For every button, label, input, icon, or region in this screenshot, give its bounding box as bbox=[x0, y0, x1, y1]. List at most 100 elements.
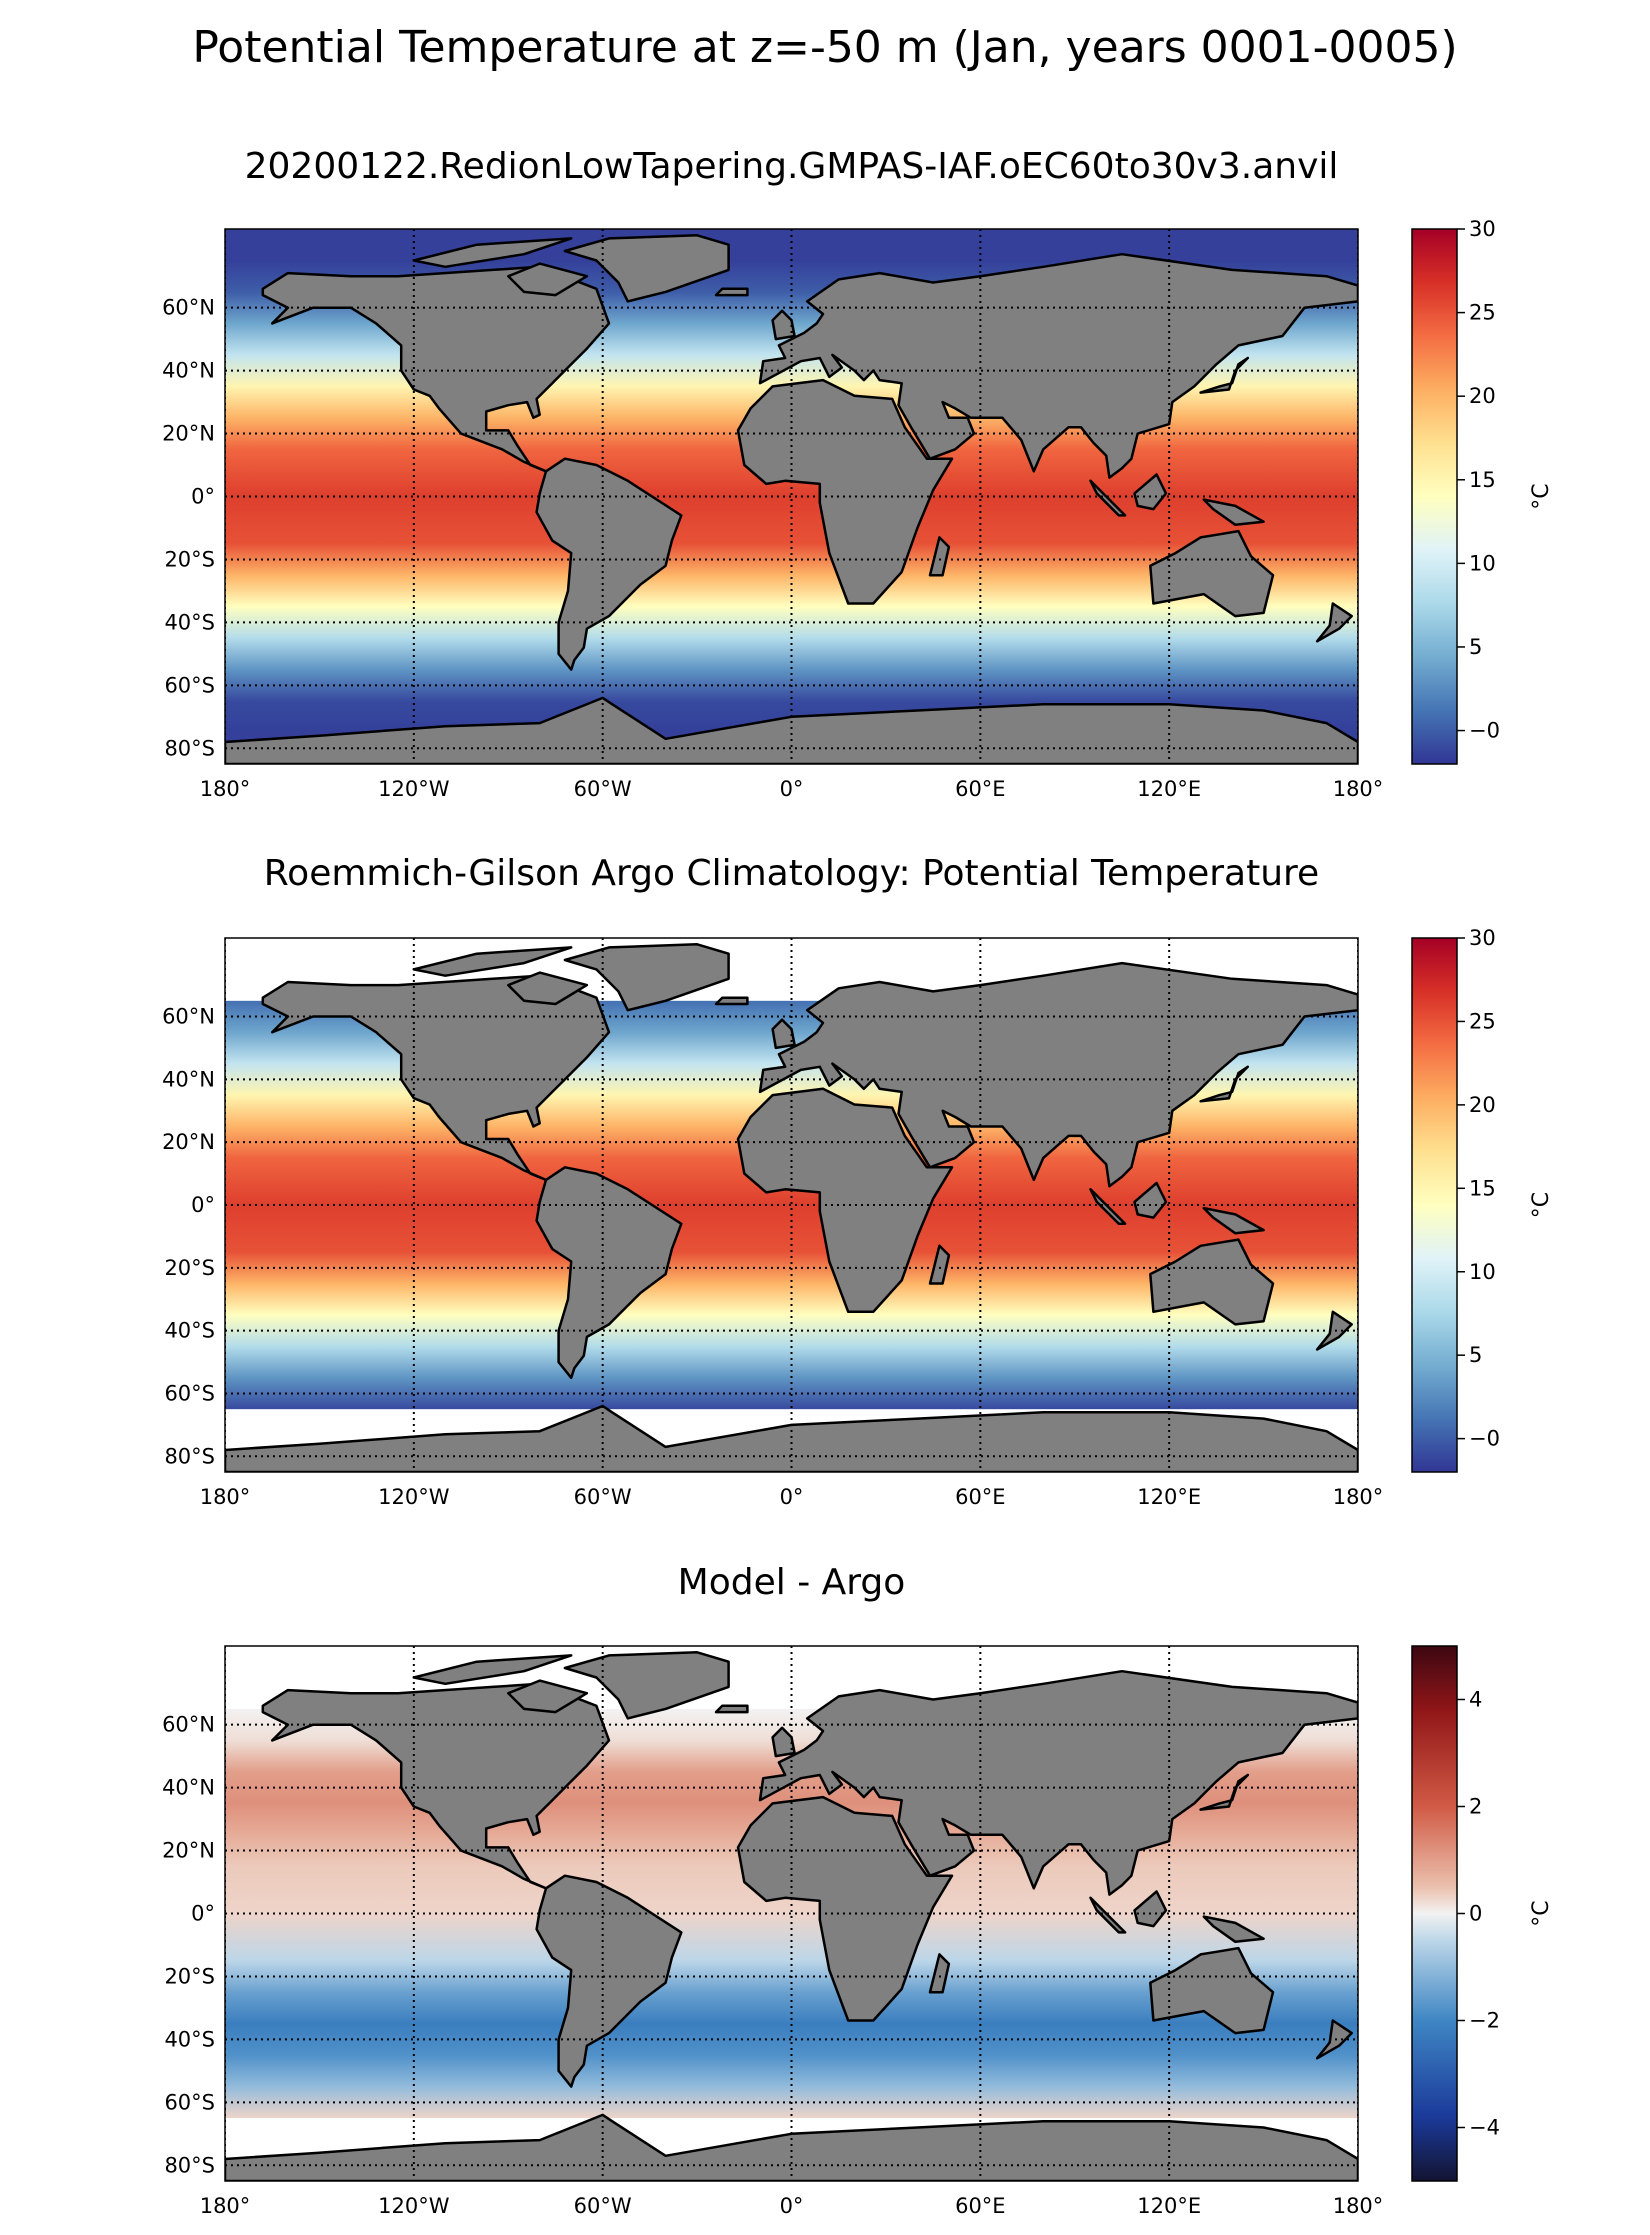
y-tick-label: 20°S bbox=[164, 547, 215, 571]
land-iceland bbox=[714, 287, 749, 297]
x-tick-label: 60°W bbox=[574, 2194, 632, 2218]
x-tick-label: 180° bbox=[200, 2194, 251, 2218]
colorbar-gradient bbox=[1411, 937, 1458, 1473]
land-australia bbox=[1149, 1946, 1275, 2035]
land-iceland bbox=[714, 1704, 749, 1714]
x-tick-label: 120°W bbox=[378, 2194, 450, 2218]
panel-3: Model - Argo 180° 120°W 60°W 0° 60°E 120°E 180°… bbox=[162, 1562, 1554, 2218]
colorbar-tick-label: 4 bbox=[1469, 1688, 1482, 1712]
x-tick-label: 60°E bbox=[955, 777, 1006, 801]
land-north-america bbox=[261, 974, 611, 1182]
x-tick-label: 180° bbox=[200, 777, 251, 801]
x-tick-label: 120°E bbox=[1137, 2194, 1201, 2218]
y-tick-label: 40°N bbox=[162, 359, 215, 383]
land-new-guinea bbox=[1202, 498, 1265, 527]
colorbar-tick-label: 10 bbox=[1469, 1260, 1496, 1284]
land-africa bbox=[736, 1795, 954, 2022]
colorbar-tick-label: 20 bbox=[1469, 384, 1496, 408]
y-tick-label: 20°N bbox=[162, 1839, 215, 1863]
x-tick-label: 0° bbox=[780, 1485, 804, 1509]
land-baffin bbox=[507, 971, 589, 1006]
colorbar-unit-label: °C bbox=[1529, 1192, 1554, 1218]
x-tick-label: 60°W bbox=[574, 1485, 632, 1509]
land-eurasia bbox=[758, 1669, 1358, 1896]
land-arctic-islands bbox=[412, 237, 573, 269]
y-tick-label: 20°N bbox=[162, 1130, 215, 1154]
land-eurasia bbox=[758, 252, 1358, 479]
colorbar-tick-label: 10 bbox=[1469, 551, 1496, 575]
x-tick-label: 60°E bbox=[955, 1485, 1006, 1509]
land-australia bbox=[1149, 1238, 1275, 1326]
land-japan bbox=[1199, 1065, 1250, 1103]
colorbar: −0 5 10 15 20 25 30 °C bbox=[1411, 217, 1554, 765]
y-tick-label: 60°N bbox=[162, 296, 215, 320]
x-tick-label: 120°W bbox=[378, 1485, 450, 1509]
colorbar-tick-label: 30 bbox=[1469, 926, 1496, 950]
y-tick-label: 60°N bbox=[162, 1005, 215, 1029]
land-south-america bbox=[535, 1874, 683, 2088]
y-tick-label: 40°N bbox=[162, 1776, 215, 1800]
colorbar-tick-label: 0 bbox=[1469, 1902, 1482, 1926]
y-tick-label: 80°S bbox=[164, 2153, 215, 2177]
land-greenland bbox=[563, 943, 730, 1012]
colorbar: −4 −2 0 2 4 °C bbox=[1411, 1645, 1554, 2182]
land-south-america bbox=[535, 1166, 683, 1380]
colorbar-tick-label: −0 bbox=[1469, 719, 1500, 743]
y-tick-label: 40°S bbox=[164, 2027, 215, 2051]
y-tick-label: 80°S bbox=[164, 736, 215, 760]
panel-title: 20200122.RedionLowTapering.GMPAS-IAF.oEC… bbox=[245, 146, 1339, 187]
colorbar-tick-label: 5 bbox=[1469, 635, 1482, 659]
land-north-america bbox=[261, 1682, 611, 1890]
y-tick-label: 60°S bbox=[164, 2090, 215, 2114]
land-madagascar bbox=[928, 1244, 951, 1285]
y-tick-label: 60°S bbox=[164, 1381, 215, 1405]
land-sumatra bbox=[1089, 1896, 1127, 1934]
colorbar-tick-label: 15 bbox=[1469, 468, 1496, 492]
x-tick-label: 120°W bbox=[378, 777, 450, 801]
y-tick-label: 0° bbox=[191, 1902, 215, 1926]
land-iceland bbox=[714, 996, 749, 1006]
y-tick-label: 40°S bbox=[164, 1319, 215, 1343]
x-tick-label: 180° bbox=[1333, 1485, 1384, 1509]
y-tick-label: 60°S bbox=[164, 673, 215, 697]
y-tick-label: 20°S bbox=[164, 1256, 215, 1280]
colorbar-tick-label: −4 bbox=[1469, 2116, 1500, 2140]
land-madagascar bbox=[928, 1953, 951, 1994]
land-south-america bbox=[535, 457, 683, 671]
land-madagascar bbox=[928, 536, 951, 577]
land-baffin bbox=[507, 262, 589, 297]
colorbar-tick-label: −0 bbox=[1469, 1427, 1500, 1451]
map-area bbox=[225, 1646, 1358, 2181]
land-uk bbox=[771, 1018, 796, 1050]
x-tick-label: 180° bbox=[1333, 2194, 1384, 2218]
x-tick-label: 60°E bbox=[955, 2194, 1006, 2218]
x-tick-label: 120°E bbox=[1137, 777, 1201, 801]
x-tick-label: 180° bbox=[1333, 777, 1384, 801]
land-greenland bbox=[563, 1651, 730, 1720]
land-borneo bbox=[1133, 1890, 1168, 1928]
land-arctic-islands bbox=[412, 946, 573, 977]
land-sumatra bbox=[1089, 479, 1127, 517]
x-tick-label: 0° bbox=[780, 777, 804, 801]
colorbar-unit-label: °C bbox=[1529, 1900, 1554, 1926]
y-tick-label: 20°N bbox=[162, 422, 215, 446]
colorbar-tick-label: 5 bbox=[1469, 1343, 1482, 1367]
land-borneo bbox=[1133, 1181, 1168, 1219]
y-tick-label: 0° bbox=[191, 1193, 215, 1217]
y-tick-label: 0° bbox=[191, 485, 215, 509]
land-africa bbox=[736, 1087, 954, 1314]
colorbar-tick-label: 25 bbox=[1469, 1009, 1496, 1033]
land-japan bbox=[1199, 1773, 1250, 1811]
panel-1: 20200122.RedionLowTapering.GMPAS-IAF.oEC… bbox=[162, 146, 1554, 801]
panel-title: Model - Argo bbox=[678, 1562, 906, 1603]
land-new-guinea bbox=[1202, 1915, 1265, 1944]
land-japan bbox=[1199, 356, 1250, 394]
y-tick-label: 40°S bbox=[164, 610, 215, 634]
colorbar-tick-label: 30 bbox=[1469, 217, 1496, 241]
map-area bbox=[225, 938, 1358, 1472]
colorbar-tick-label: 25 bbox=[1469, 301, 1496, 325]
colorbar-tick-label: 2 bbox=[1469, 1795, 1482, 1819]
y-tick-label: 40°N bbox=[162, 1067, 215, 1091]
land-new-guinea bbox=[1202, 1206, 1265, 1235]
